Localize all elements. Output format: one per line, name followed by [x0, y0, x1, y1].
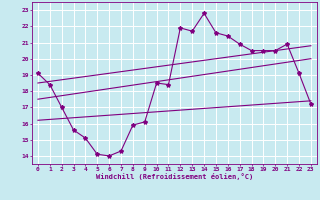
X-axis label: Windchill (Refroidissement éolien,°C): Windchill (Refroidissement éolien,°C): [96, 173, 253, 180]
